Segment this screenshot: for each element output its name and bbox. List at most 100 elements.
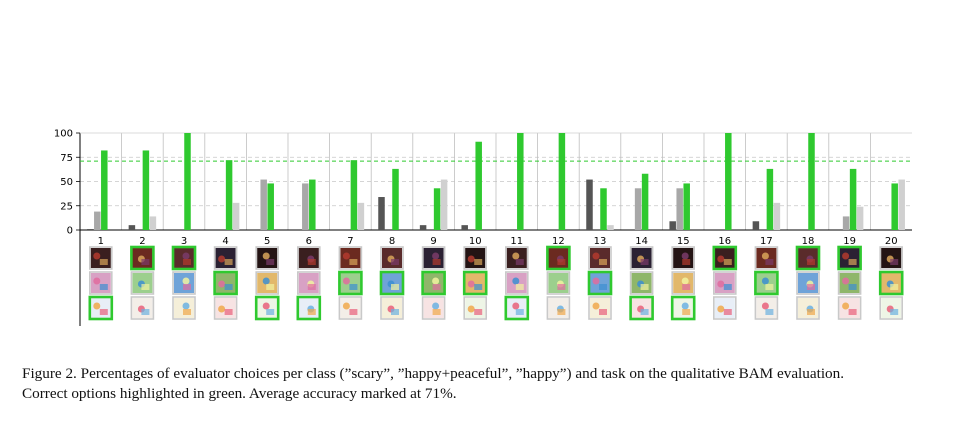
thumbnail-happy-peaceful (796, 271, 820, 295)
thumbnail-happy (588, 296, 612, 320)
thumbnail-frame (879, 296, 904, 320)
thumbnail-scary (795, 245, 821, 271)
correct-highlight (587, 270, 613, 296)
thumbnail-scary (712, 245, 738, 271)
thumbnail-frame (89, 271, 113, 295)
thumbnail-frame (255, 271, 280, 295)
bar (586, 179, 593, 230)
thumbnail-scary (130, 245, 155, 271)
bar (725, 133, 732, 230)
thumbnail-happy-peaceful (629, 271, 654, 295)
bar (641, 173, 649, 230)
thumbnail-frame (671, 271, 696, 295)
bar (607, 225, 614, 230)
thumbnail-happy-peaceful (546, 271, 571, 295)
bar (350, 160, 358, 230)
x-tick-label: 11 (510, 236, 523, 247)
thumbnail-frame (255, 246, 280, 270)
y-tick-label: 50 (60, 177, 73, 188)
bar (184, 133, 191, 230)
x-tick-label: 5 (264, 236, 270, 247)
x-tick-label: 8 (389, 236, 395, 247)
thumbnail-happy (130, 296, 155, 320)
thumbnail-frame (130, 271, 155, 295)
thumbnail-happy (380, 296, 404, 320)
x-tick-label: 17 (760, 236, 773, 247)
correct-highlight (878, 270, 904, 296)
bar (773, 202, 781, 230)
correct-highlight (546, 245, 571, 271)
bar (419, 225, 427, 230)
bar (669, 221, 676, 230)
thumbnail-frame (588, 296, 612, 320)
bar (433, 188, 441, 230)
x-tick-label: 4 (222, 236, 228, 247)
thumbnail-frame (546, 271, 571, 295)
x-tick-label: 1 (98, 236, 104, 247)
correct-highlight (254, 295, 280, 321)
thumbnail-happy-peaceful (837, 271, 862, 295)
bars (87, 133, 905, 230)
x-tick-labels: 1 2 3 4 5 6 7 8 9 10 11 12 13 14 15 16 17 18 19 20 (98, 236, 898, 247)
y-tick-label: 25 (60, 201, 73, 212)
thumbnail-happy (296, 295, 322, 321)
thumbnail-scary (213, 246, 238, 270)
x-tick-label: 6 (306, 236, 312, 247)
thumbnail-scary (837, 245, 862, 271)
bar (94, 211, 101, 230)
bar (260, 179, 267, 230)
thumbnail-frame (296, 271, 321, 295)
thumbnail-happy (338, 296, 363, 320)
thumbnail-frame (338, 246, 363, 270)
thumbnail-grid (88, 245, 904, 321)
bar (461, 225, 468, 230)
correct-highlight (795, 245, 821, 271)
caption-line-2: Correct options highlighted in green. Av… (22, 385, 457, 402)
thumbnail-happy-peaceful (462, 270, 488, 296)
thumbnail-frame (213, 296, 238, 320)
thumbnail-scary (296, 246, 321, 270)
thumbnail-frame (629, 246, 654, 270)
thumbnail-happy (504, 295, 530, 321)
bar (87, 229, 94, 230)
thumbnail-happy (254, 295, 280, 321)
thumbnail-happy-peaceful (213, 270, 238, 296)
bar (128, 225, 136, 230)
thumbnail-frame (172, 271, 196, 295)
thumbnail-scary (504, 246, 529, 270)
x-tick-label: 18 (802, 236, 815, 247)
thumbnail-frame (421, 246, 446, 270)
thumbnail-frame (421, 296, 446, 320)
correct-highlight (670, 295, 696, 321)
thumbnail-scary (546, 245, 571, 271)
thumbnail-happy-peaceful (587, 270, 613, 296)
y-tick-labels: 0 25 50 75 100 (54, 129, 73, 237)
y-tick-label: 100 (54, 129, 73, 140)
bar (808, 133, 815, 230)
y-tick-label: 0 (67, 226, 73, 237)
bar (558, 133, 566, 230)
bar (600, 188, 607, 230)
thumbnail-happy (463, 296, 488, 320)
thumbnail-happy (796, 296, 820, 320)
thumbnail-scary (879, 246, 904, 270)
bar (891, 183, 898, 230)
bar (378, 197, 385, 230)
x-tick-label: 14 (635, 236, 648, 247)
bar (392, 168, 399, 230)
correct-highlight (171, 245, 197, 271)
correct-highlight (504, 295, 530, 321)
bar (634, 188, 642, 230)
thumbnail-happy (172, 296, 196, 320)
bar (232, 202, 240, 230)
bar (517, 133, 524, 230)
thumbnail-scary (463, 246, 488, 270)
thumbnail-happy-peaceful (379, 270, 405, 296)
thumbnail-happy-peaceful (421, 270, 446, 296)
thumbnail-frame (796, 271, 820, 295)
thumbnail-frame (546, 296, 571, 320)
bar (302, 183, 309, 230)
thumbnail-scary (629, 246, 654, 270)
y-tick-label: 75 (60, 153, 73, 164)
